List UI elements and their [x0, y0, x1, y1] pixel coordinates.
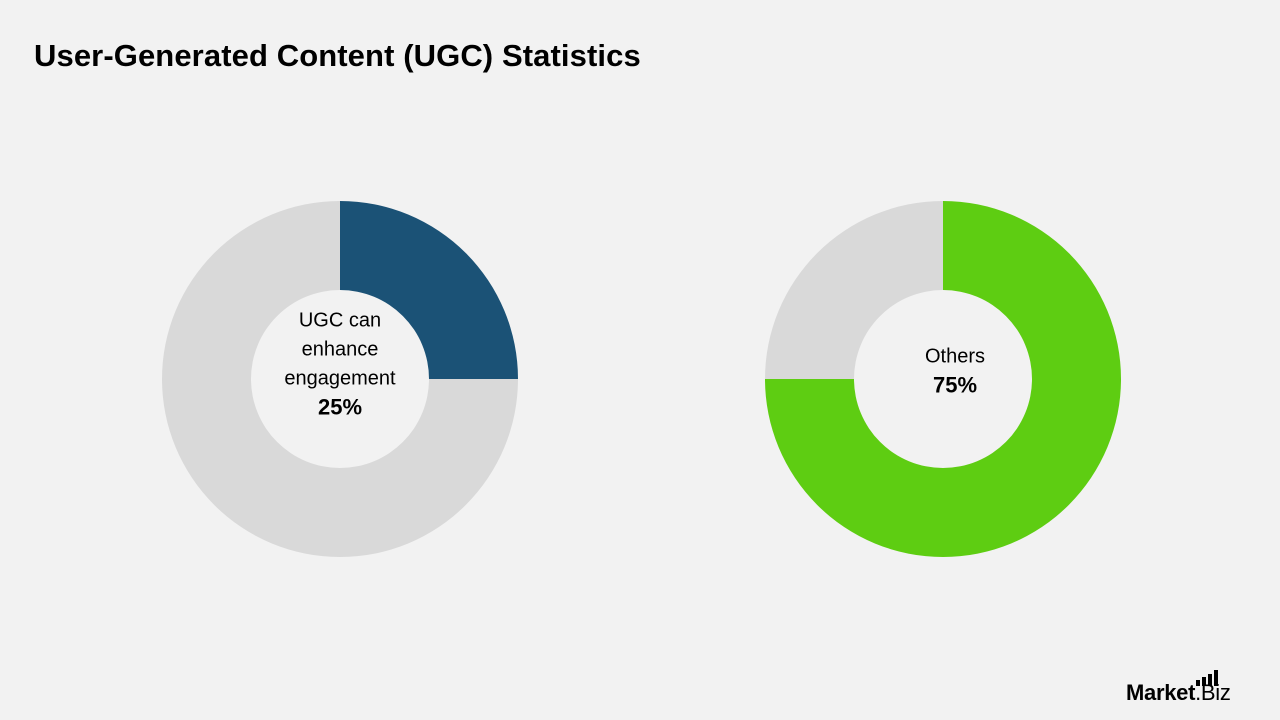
- donut-center-others: Others 75%: [925, 343, 985, 400]
- brand-logo-text: Market.Biz: [1126, 680, 1231, 706]
- page-title: User-Generated Content (UGC) Statistics: [34, 38, 641, 74]
- donut-slice-remainder: [765, 201, 943, 379]
- donut-label-line: enhance: [284, 336, 395, 365]
- donut-value: 25%: [284, 394, 395, 422]
- donut-label-line: engagement: [284, 365, 395, 394]
- donut-center-engagement: UGC can enhance engagement 25%: [284, 307, 395, 422]
- donut-value: 75%: [925, 372, 985, 400]
- donut-label-line: UGC can: [284, 307, 395, 336]
- brand-logo: Market.Biz: [1126, 670, 1256, 706]
- brand-logo-bold: Market: [1126, 680, 1195, 705]
- donut-label-line: Others: [925, 343, 985, 372]
- brand-logo-regular: .Biz: [1195, 680, 1230, 705]
